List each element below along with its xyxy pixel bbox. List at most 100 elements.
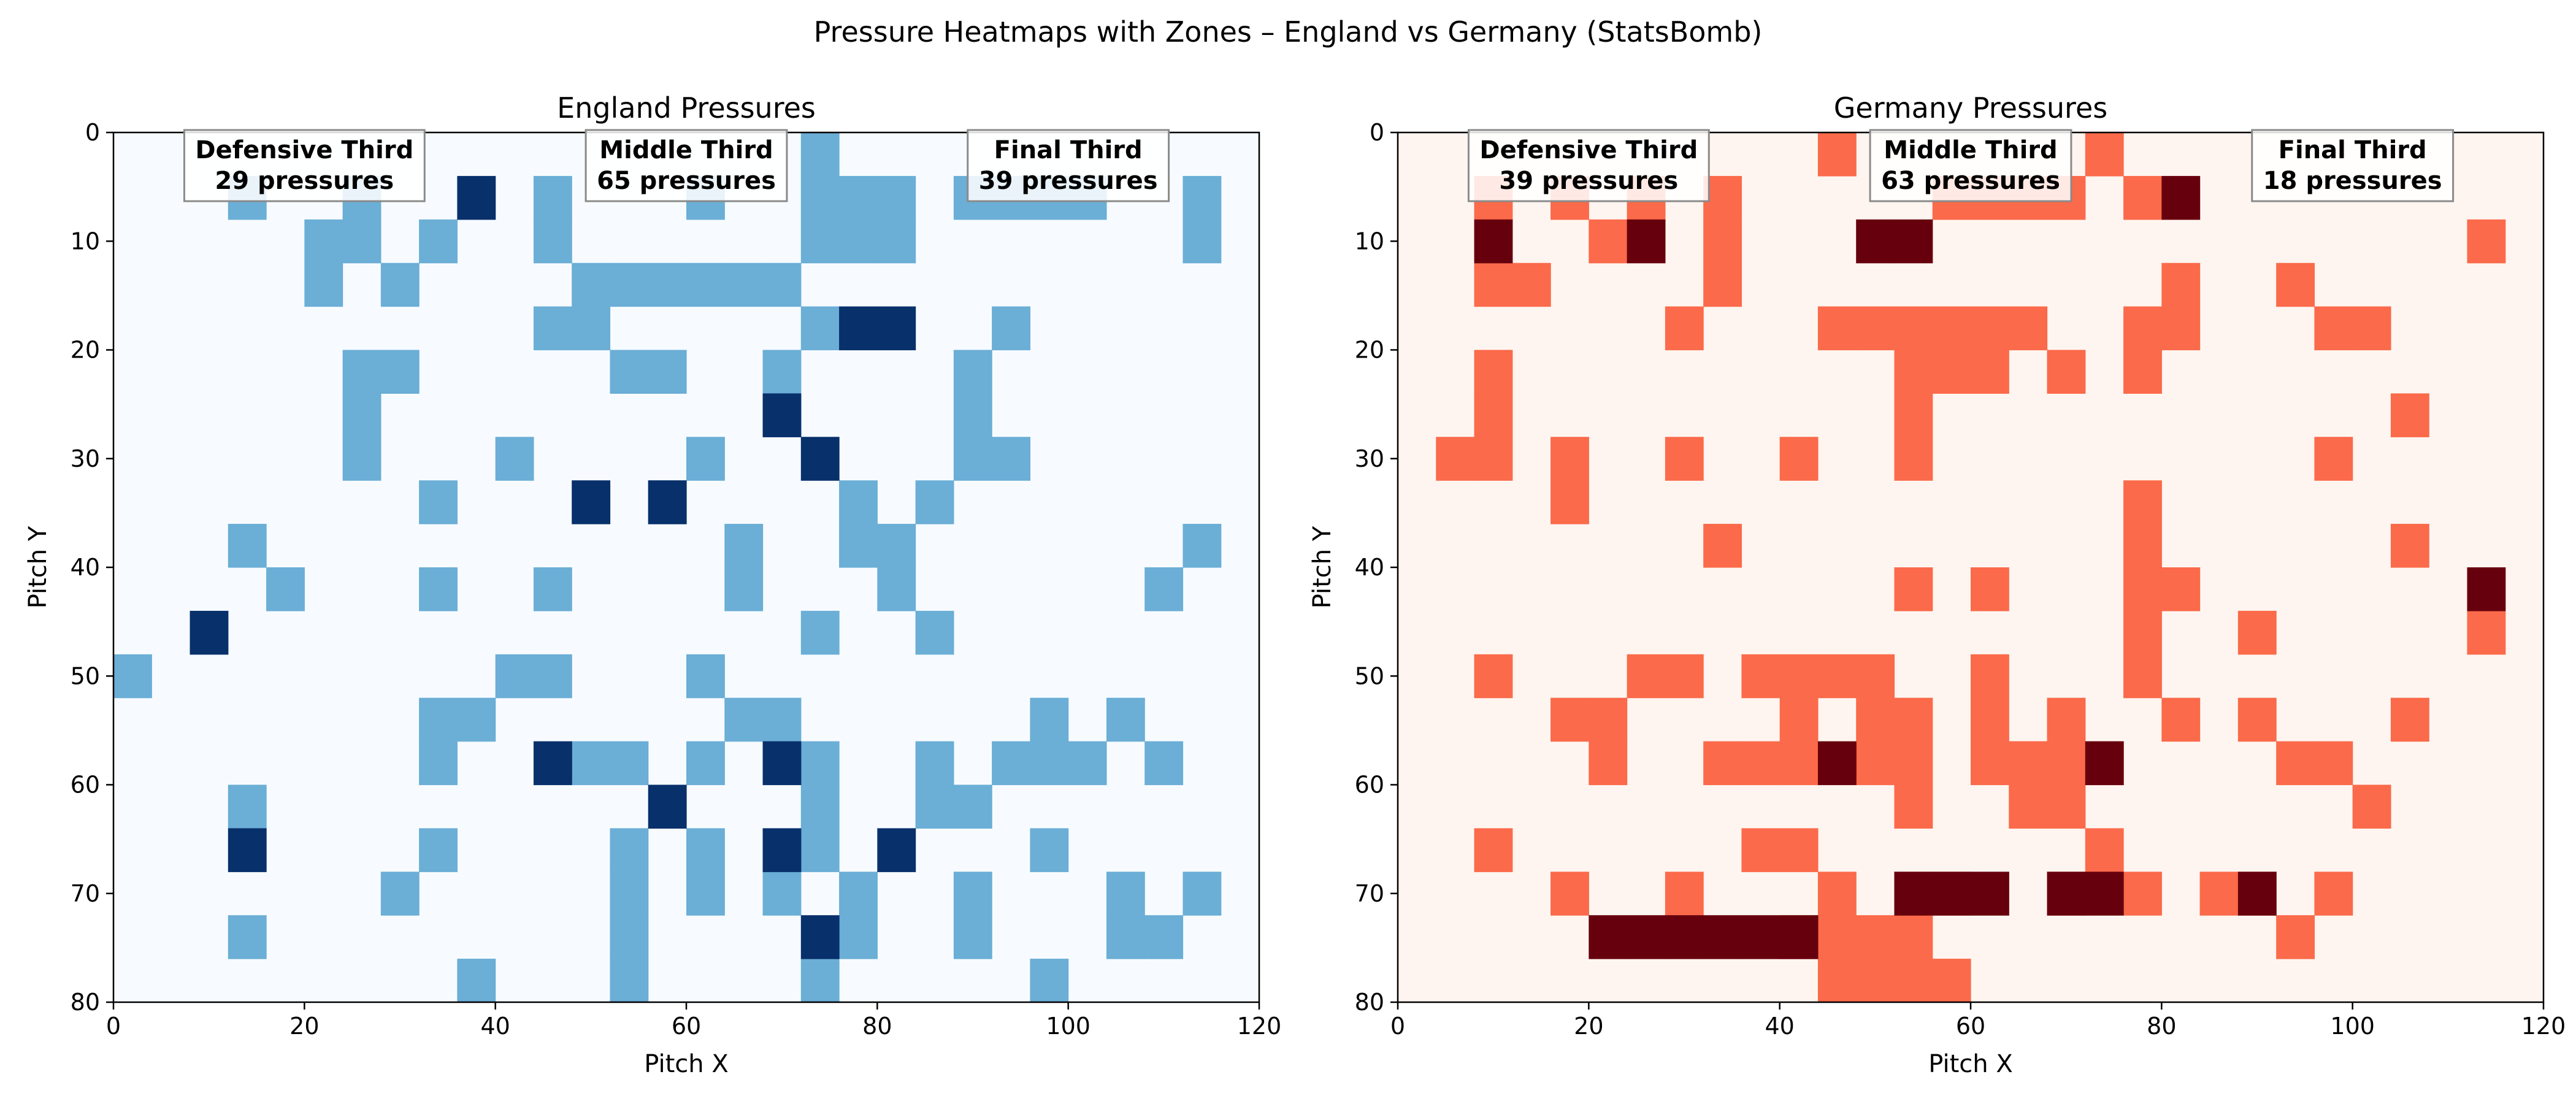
germany-heatmap-cell bbox=[2237, 697, 2277, 742]
germany-heatmap-cell bbox=[2467, 219, 2506, 264]
germany-heatmap-cell bbox=[1665, 872, 1704, 916]
figure-title: Pressure Heatmaps with Zones – England v… bbox=[814, 15, 1763, 48]
germany-y-tick-label: 70 bbox=[1355, 880, 1384, 907]
england-heatmap-cell bbox=[228, 784, 267, 829]
germany-heatmap-cell bbox=[1474, 263, 1513, 307]
germany-heatmap-cell bbox=[2123, 524, 2162, 568]
england-heatmap-cell bbox=[915, 610, 954, 655]
germany-y-tick-label: 30 bbox=[1355, 445, 1384, 472]
england-zone-annotation: Final Third 39 pressures bbox=[967, 129, 1170, 202]
germany-y-tick-label: 10 bbox=[1355, 228, 1384, 255]
germany-heatmap-cell bbox=[2276, 263, 2315, 307]
england-panel-title: England Pressures bbox=[557, 91, 816, 125]
germany-heatmap-cell bbox=[1894, 567, 1933, 611]
germany-heatmap-cell bbox=[1894, 784, 1933, 829]
germany-heatmap-cell bbox=[1894, 741, 1933, 786]
england-heatmap-cell bbox=[992, 741, 1030, 786]
germany-heatmap-cell bbox=[1856, 959, 1895, 1003]
germany-heatmap-cell bbox=[1627, 915, 1666, 959]
germany-heatmap-cell bbox=[1551, 480, 1589, 524]
germany-heatmap-cell bbox=[1932, 350, 1971, 394]
england-heatmap-cell bbox=[533, 654, 572, 699]
england-heatmap-cell bbox=[1106, 697, 1145, 742]
england-heatmap-cell bbox=[380, 872, 420, 916]
germany-heatmap-cell bbox=[2161, 175, 2201, 220]
germany-heatmap-cell bbox=[2199, 872, 2239, 916]
germany-heatmap-cell bbox=[1741, 741, 1781, 786]
england-heatmap-cell bbox=[533, 175, 572, 220]
england-heatmap-cell bbox=[419, 741, 458, 786]
england-heatmap-cell bbox=[762, 741, 802, 786]
england-y-tick-label: 30 bbox=[71, 445, 100, 472]
england-heatmap-cell bbox=[724, 263, 764, 307]
germany-heatmap-cell bbox=[2314, 306, 2353, 351]
england-heatmap-cell bbox=[610, 263, 649, 307]
germany-heatmap-panel: 0 20 40 60 80 100 120 0 10 20 30 40 50 60 70 80 Pitch X P… bbox=[1308, 91, 2566, 1078]
england-heatmap-cell bbox=[839, 175, 878, 220]
germany-heatmap-cell bbox=[1665, 437, 1704, 481]
england-heatmap-cell bbox=[839, 306, 878, 351]
england-heatmap-cell bbox=[113, 654, 152, 699]
germany-heatmap-cell bbox=[2352, 784, 2391, 829]
germany-heatmap-cell bbox=[2085, 132, 2124, 177]
england-heatmap-cell bbox=[648, 784, 687, 829]
england-heatmap-cell bbox=[610, 741, 649, 786]
england-heatmap-cell bbox=[1030, 741, 1069, 786]
germany-heatmap-cell bbox=[2314, 872, 2353, 916]
germany-zone-annotation: Middle Third 63 pressures bbox=[1869, 129, 2072, 202]
germany-heatmap-cell bbox=[1589, 219, 1628, 264]
england-y-tick-label: 50 bbox=[71, 662, 100, 689]
england-heatmap-cell bbox=[419, 567, 458, 611]
germany-heatmap-cell bbox=[1894, 393, 1933, 437]
germany-heatmap-cell bbox=[1971, 567, 2009, 611]
england-heatmap-cell bbox=[724, 697, 764, 742]
germany-heatmap-cell bbox=[2390, 697, 2429, 742]
germany-heatmap-cell bbox=[2047, 741, 2086, 786]
germany-heatmap-cell bbox=[1779, 741, 1819, 786]
england-heatmap-cell bbox=[610, 828, 649, 872]
germany-heatmap-cell bbox=[1551, 697, 1589, 742]
england-heatmap-cell bbox=[762, 350, 802, 394]
germany-heatmap-cell bbox=[1474, 393, 1513, 437]
england-y-tick-label: 80 bbox=[71, 989, 100, 1016]
germany-heatmap-cell bbox=[2314, 437, 2353, 481]
england-heatmap-cell bbox=[648, 350, 687, 394]
germany-heatmap-cell bbox=[1779, 654, 1819, 699]
england-heatmap-cell bbox=[572, 263, 611, 307]
germany-heatmap-cell bbox=[2123, 175, 2162, 220]
england-heatmap-cell bbox=[686, 437, 725, 481]
germany-heatmap-cell bbox=[1627, 654, 1666, 699]
england-x-axis-label: Pitch X bbox=[644, 1050, 729, 1078]
england-heatmap-cell bbox=[380, 263, 420, 307]
germany-heatmap-cell bbox=[1894, 306, 1933, 351]
germany-y-tick-label: 20 bbox=[1355, 337, 1384, 364]
england-heatmap-cell bbox=[419, 828, 458, 872]
england-zone-annotation: Middle Third 65 pressures bbox=[585, 129, 788, 202]
england-zone-count: 39 pressures bbox=[979, 167, 1158, 195]
england-heatmap-cell bbox=[1183, 219, 1222, 264]
germany-zone-annotation: Final Third 18 pressures bbox=[2251, 129, 2455, 202]
england-y-tick-label: 20 bbox=[71, 337, 100, 364]
germany-heatmap-cell bbox=[1703, 219, 1742, 264]
england-y-tick-label: 10 bbox=[71, 228, 100, 255]
germany-heatmap-cell bbox=[1551, 872, 1589, 916]
england-heatmap-cell bbox=[762, 263, 802, 307]
germany-heatmap-cell bbox=[1741, 654, 1781, 699]
germany-heatmap-cell bbox=[2390, 524, 2429, 568]
germany-heatmap-cell bbox=[1894, 219, 1933, 264]
england-heatmap-cell bbox=[610, 915, 649, 959]
england-heatmap-cell bbox=[533, 741, 572, 786]
germany-x-axis-label: Pitch X bbox=[1928, 1050, 2013, 1078]
germany-x-tick-label: 60 bbox=[1956, 1013, 1985, 1040]
england-heatmap-cell bbox=[877, 828, 916, 872]
england-heatmap-cell bbox=[572, 480, 611, 524]
germany-x-tick-label: 20 bbox=[1574, 1013, 1603, 1040]
england-heatmap-cell bbox=[686, 654, 725, 699]
germany-heatmap-cell bbox=[1474, 437, 1513, 481]
england-heatmap-cell bbox=[686, 872, 725, 916]
germany-heatmap-cell bbox=[1817, 306, 1857, 351]
england-heatmap-cell bbox=[342, 350, 381, 394]
germany-heatmap-cell bbox=[1971, 654, 2009, 699]
germany-heatmap-cell bbox=[2276, 915, 2315, 959]
england-heatmap-cell bbox=[686, 828, 725, 872]
